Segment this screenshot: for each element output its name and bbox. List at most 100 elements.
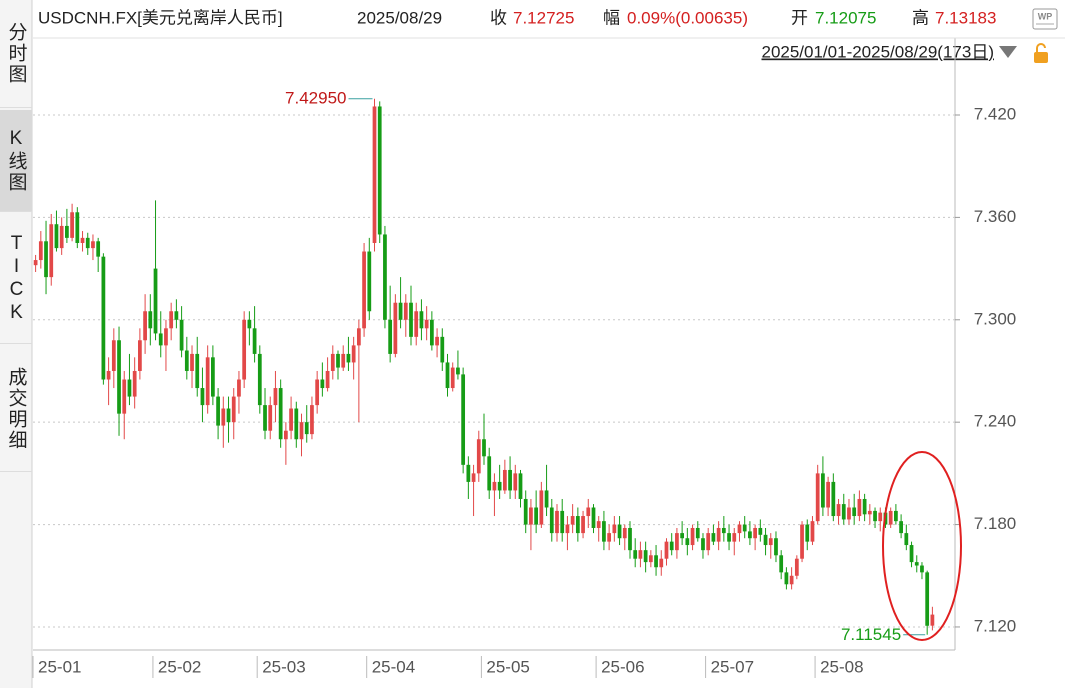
candle-body: [70, 212, 74, 238]
candle-body: [862, 498, 867, 515]
candle-body: [393, 302, 398, 354]
candle-body: [529, 507, 533, 525]
candle-body: [351, 345, 356, 363]
candle-body: [341, 353, 346, 368]
range-dropdown[interactable]: [999, 46, 1017, 58]
candle-body: [570, 516, 575, 525]
candle-body: [221, 408, 226, 426]
candle-body: [487, 456, 492, 491]
candle-body: [695, 527, 700, 539]
candle-body: [612, 524, 617, 534]
candle-body: [456, 367, 460, 375]
candle-body: [779, 555, 784, 573]
candle-body: [242, 319, 247, 380]
tab-tick[interactable]: TICK: [0, 214, 32, 344]
candle-body: [721, 527, 726, 534]
candle-body: [403, 302, 408, 320]
candle-body: [143, 311, 147, 341]
candle-body: [205, 357, 210, 406]
icon-label: WP: [1038, 11, 1053, 21]
candle-body: [685, 538, 690, 546]
x-tick-label: 25-03: [262, 657, 305, 676]
candle-body: [80, 237, 85, 243]
candle-body: [450, 367, 455, 389]
candle-body: [643, 550, 648, 563]
candle-body: [127, 379, 132, 397]
candle-body: [737, 524, 742, 534]
candle-body: [664, 541, 669, 559]
candle-body: [49, 224, 54, 278]
candle-body: [372, 106, 377, 243]
candle-body: [289, 408, 293, 431]
candle-body: [409, 302, 413, 337]
candle-body: [247, 319, 252, 329]
date-range[interactable]: 2025/01/01-2025/08/29(173日): [761, 42, 994, 61]
candle-body: [774, 538, 778, 556]
candle-body: [852, 507, 857, 517]
candle-body: [122, 379, 127, 414]
candle-body: [690, 527, 695, 546]
candle-body: [273, 388, 278, 406]
candle-body: [826, 481, 830, 508]
candle-body: [602, 521, 606, 542]
lock-icon[interactable]: [1034, 43, 1048, 63]
candle-body: [91, 241, 95, 249]
candle-body: [466, 464, 471, 482]
candle-body: [675, 533, 679, 551]
candle-body: [841, 504, 846, 520]
candle-body: [231, 396, 236, 423]
candle-body: [383, 234, 387, 320]
tab-intraday[interactable]: 分时图: [0, 0, 32, 108]
candle-body: [362, 251, 366, 329]
candle-body: [523, 498, 528, 525]
candle-body: [836, 504, 841, 517]
candle-body: [461, 374, 466, 465]
candle-body: [518, 473, 523, 499]
candle-body: [763, 534, 768, 546]
candle-body: [138, 340, 142, 371]
candle-body: [784, 572, 789, 585]
x-tick-label: 25-07: [711, 657, 754, 676]
candle-body: [497, 481, 502, 491]
x-tick-label: 25-04: [372, 657, 415, 676]
candle-body: [586, 507, 591, 517]
candle-body: [628, 527, 632, 551]
candle-body: [648, 555, 653, 563]
candle-body: [310, 405, 314, 435]
candle-body: [805, 524, 810, 542]
candle-body: [44, 241, 48, 278]
candle-body: [575, 516, 580, 534]
x-tick-label: 25-01: [38, 657, 81, 676]
date: 2025/08/29: [357, 8, 442, 27]
candle-body: [346, 353, 351, 363]
close-label: 收: [490, 8, 507, 27]
candle-body: [800, 524, 804, 559]
candle-body: [482, 439, 486, 457]
candle-body: [200, 388, 205, 406]
wp-icon[interactable]: WP: [1032, 8, 1058, 30]
tab-kline[interactable]: K线图: [0, 110, 32, 212]
candle-body: [356, 328, 361, 346]
candle-body: [377, 106, 382, 235]
candle-body: [706, 533, 711, 551]
candle-body: [831, 481, 836, 517]
candle-body: [591, 507, 596, 528]
candle-body: [701, 538, 705, 551]
candle-body: [502, 469, 507, 491]
candle-body: [742, 524, 747, 532]
candle-body: [508, 469, 512, 491]
candle-body: [873, 510, 877, 522]
candle-body: [920, 565, 924, 573]
candle-body: [174, 311, 179, 320]
candle-body: [659, 558, 664, 568]
max-label: 7.42950: [285, 88, 346, 107]
candle-body: [195, 353, 200, 389]
candle-body: [169, 311, 174, 329]
candle-body: [930, 614, 935, 626]
candle-body: [158, 333, 163, 346]
candle-body: [226, 408, 231, 423]
candle-body: [534, 507, 539, 525]
candle-body: [304, 422, 309, 435]
tab-trades[interactable]: 成交明细: [0, 346, 32, 472]
